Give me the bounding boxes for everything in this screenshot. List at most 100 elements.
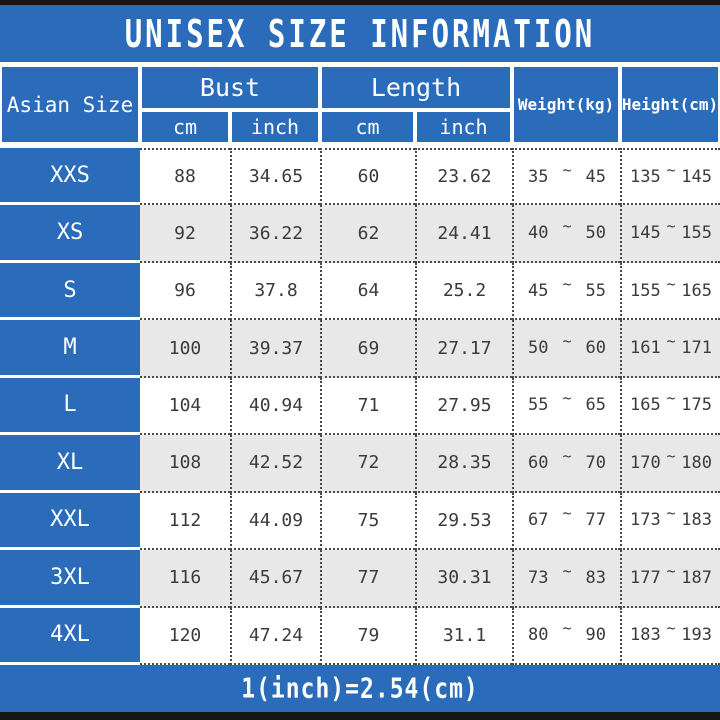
weight-min: 55 <box>528 395 549 416</box>
table-row: 3XL 116 45.67 77 30.31 73 ~83 177 ~187 <box>0 550 720 608</box>
length-inch-cell: 23.62 <box>415 148 512 206</box>
top-border <box>0 0 720 5</box>
bust-cm-cell: 120 <box>140 607 230 665</box>
size-label-cell: 3XL <box>0 550 140 608</box>
height-max: 183 <box>681 510 712 531</box>
range-tilde: ~ <box>562 561 572 580</box>
range-tilde: ~ <box>562 274 572 293</box>
conversion-note: 1(inch)=2.54(cm) <box>241 673 479 704</box>
weight-range-cell: 67 ~77 <box>512 492 620 551</box>
size-label-cell: L <box>0 377 140 436</box>
weight-min: 35 <box>528 166 549 187</box>
height-min: 155 <box>630 280 661 301</box>
height-min: 165 <box>630 395 661 416</box>
height-max: 175 <box>681 395 712 416</box>
bust-cm-cell: 104 <box>140 377 230 436</box>
size-label-cell: XL <box>0 435 140 493</box>
height-range-cell: 161 ~171 <box>620 320 720 378</box>
range-tilde: ~ <box>666 389 676 408</box>
bust-inch-cell: 40.94 <box>230 377 320 436</box>
weight-range-cell: 50 ~60 <box>512 320 620 378</box>
range-tilde: ~ <box>562 332 572 351</box>
weight-range-cell: 40 ~50 <box>512 205 620 263</box>
length-inch-cell: 24.41 <box>415 205 512 263</box>
range-tilde: ~ <box>666 561 676 580</box>
weight-max: 90 <box>585 625 606 646</box>
column-header-weight: Weight(kg) <box>512 65 620 144</box>
range-tilde: ~ <box>666 217 676 236</box>
bust-cm-cell: 88 <box>140 148 230 206</box>
length-cm-cell: 79 <box>320 607 415 665</box>
bust-cm-cell: 112 <box>140 492 230 551</box>
weight-max: 60 <box>585 338 606 359</box>
weight-min: 50 <box>528 338 549 359</box>
length-cm-cell: 77 <box>320 550 415 608</box>
size-label-cell: XXL <box>0 492 140 551</box>
column-header-length: Length <box>320 65 512 110</box>
range-tilde: ~ <box>666 504 676 523</box>
height-range-cell: 155 ~165 <box>620 262 720 321</box>
range-tilde: ~ <box>666 160 676 179</box>
table-body: XXS 88 34.65 60 23.62 35 ~45 135 ~145 XS 92 36.22 62… <box>0 148 720 665</box>
weight-max: 83 <box>585 567 606 588</box>
table-row: S 96 37.8 64 25.2 45 ~55 155 ~165 <box>0 262 720 321</box>
bust-inch-cell: 45.67 <box>230 550 320 608</box>
height-min: 183 <box>630 625 661 646</box>
weight-min: 67 <box>528 510 549 531</box>
weight-max: 45 <box>585 166 606 187</box>
height-range-cell: 170 ~180 <box>620 435 720 493</box>
length-cm-cell: 75 <box>320 492 415 551</box>
range-tilde: ~ <box>666 446 676 465</box>
height-min: 173 <box>630 510 661 531</box>
footer-band: 1(inch)=2.54(cm) <box>0 665 720 712</box>
weight-range-cell: 35 ~45 <box>512 148 620 206</box>
bust-inch-cell: 36.22 <box>230 205 320 263</box>
height-min: 135 <box>630 166 661 187</box>
range-tilde: ~ <box>562 446 572 465</box>
range-tilde: ~ <box>562 217 572 236</box>
length-inch-cell: 25.2 <box>415 262 512 321</box>
weight-max: 70 <box>585 452 606 473</box>
height-min: 145 <box>630 223 661 244</box>
weight-range-cell: 73 ~83 <box>512 550 620 608</box>
weight-min: 60 <box>528 452 549 473</box>
length-inch-cell: 31.1 <box>415 607 512 665</box>
range-tilde: ~ <box>562 619 572 638</box>
title-band: UNISEX SIZE INFORMATION <box>0 5 720 62</box>
range-tilde: ~ <box>562 504 572 523</box>
bust-inch-cell: 37.8 <box>230 262 320 321</box>
length-cm-cell: 64 <box>320 262 415 321</box>
table-row: XS 92 36.22 62 24.41 40 ~50 145 ~155 <box>0 205 720 263</box>
size-label-cell: XS <box>0 205 140 263</box>
weight-max: 50 <box>585 223 606 244</box>
bottom-border <box>0 712 720 720</box>
height-range-cell: 177 ~187 <box>620 550 720 608</box>
table-row: 4XL 120 47.24 79 31.1 80 ~90 183 ~193 <box>0 607 720 665</box>
size-label-cell: 4XL <box>0 607 140 665</box>
column-header-length-inch: inch <box>415 110 512 144</box>
weight-min: 45 <box>528 280 549 301</box>
height-min: 170 <box>630 452 661 473</box>
height-min: 177 <box>630 567 661 588</box>
range-tilde: ~ <box>562 389 572 408</box>
weight-range-cell: 60 ~70 <box>512 435 620 493</box>
bust-cm-cell: 108 <box>140 435 230 493</box>
height-max: 193 <box>681 625 712 646</box>
range-tilde: ~ <box>562 160 572 179</box>
weight-min: 80 <box>528 625 549 646</box>
height-max: 171 <box>681 338 712 359</box>
column-header-bust: Bust <box>140 65 320 110</box>
length-inch-cell: 28.35 <box>415 435 512 493</box>
height-range-cell: 145 ~155 <box>620 205 720 263</box>
size-label-cell: XXS <box>0 148 140 206</box>
size-label-cell: M <box>0 320 140 378</box>
height-range-cell: 183 ~193 <box>620 607 720 665</box>
column-header-asian-size: Asian Size <box>0 65 140 144</box>
weight-min: 40 <box>528 223 549 244</box>
table-row: XXS 88 34.65 60 23.62 35 ~45 135 ~145 <box>0 148 720 206</box>
height-max: 155 <box>681 223 712 244</box>
length-inch-cell: 27.95 <box>415 377 512 436</box>
weight-range-cell: 45 ~55 <box>512 262 620 321</box>
length-cm-cell: 72 <box>320 435 415 493</box>
length-inch-cell: 29.53 <box>415 492 512 551</box>
